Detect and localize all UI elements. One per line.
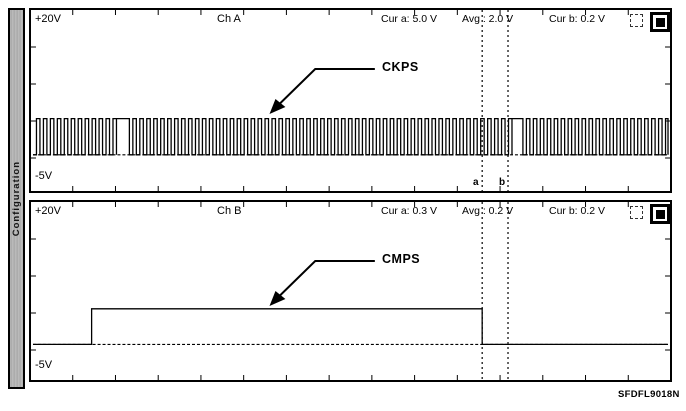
channel-label: Ch B: [217, 205, 242, 217]
scale-bottom-label: -5V: [35, 170, 53, 182]
signal-annotation-label: CMPS: [382, 252, 421, 266]
annotation-arrow-line: [278, 260, 375, 297]
channel-label: Ch A: [217, 13, 241, 25]
annotation-arrow-line: [278, 68, 375, 105]
cursor-b-readout: Cur b: 0.2 V: [549, 205, 606, 217]
waveform-svg-chb: [31, 202, 670, 380]
waveform-svg-cha: [31, 10, 670, 191]
configuration-tab-label: Configuration: [11, 160, 22, 237]
signal-annotation-label: CKPS: [382, 60, 419, 74]
scale-top-label: +20V: [35, 205, 61, 217]
annotation-arrowhead-icon: [269, 99, 286, 114]
average-readout: Avg : 2.0 V: [462, 13, 514, 25]
trace-cha: [32, 117, 669, 156]
cursor-a-mark: a: [473, 177, 479, 188]
filled-square-icon: [655, 209, 665, 219]
cursor-a-readout: Cur a: 0.3 V: [381, 205, 438, 217]
open-square-indicator-button[interactable]: [630, 206, 643, 219]
trace-chb: [32, 308, 669, 346]
scale-bottom-label: -5V: [35, 359, 53, 371]
configuration-tab[interactable]: Configuration: [8, 8, 25, 389]
oscilloscope-panel-ch-b: +20V Ch B Cur a: 0.3 V Avg : 0.2 V Cur b…: [29, 200, 672, 382]
average-readout: Avg : 0.2 V: [462, 205, 514, 217]
open-square-indicator-button[interactable]: [630, 14, 643, 27]
scale-top-label: +20V: [35, 13, 61, 25]
cursor-b-readout: Cur b: 0.2 V: [549, 13, 606, 25]
filled-square-indicator-button[interactable]: [650, 12, 670, 32]
cursor-a-readout: Cur a: 5.0 V: [381, 13, 438, 25]
filled-square-icon: [655, 17, 665, 27]
cursor-b-mark: b: [499, 177, 506, 188]
oscilloscope-panel-ch-a: +20V Ch A Cur a: 5.0 V Avg : 2.0 V Cur b…: [29, 8, 672, 193]
annotation-arrowhead-icon: [269, 291, 286, 306]
figure-code: SFDFL9018N: [618, 389, 680, 400]
filled-square-indicator-button[interactable]: [650, 204, 670, 224]
